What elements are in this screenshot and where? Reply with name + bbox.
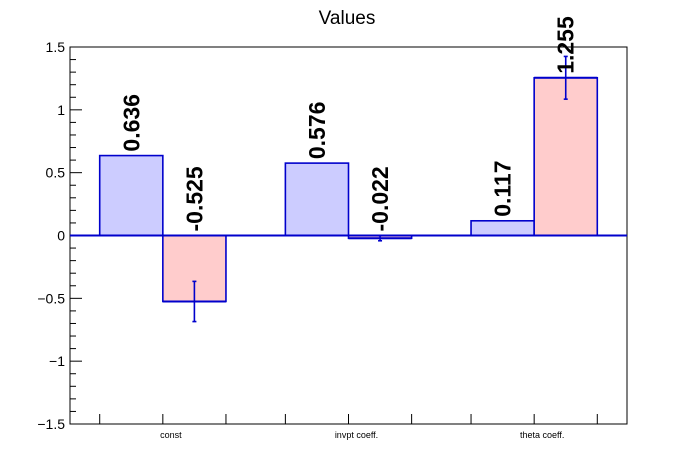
data-label: 0.576: [304, 102, 330, 160]
y-tick-label: 0.5: [46, 165, 66, 181]
y-tick-label: −0.5: [37, 290, 65, 306]
y-tick-label: −1: [49, 353, 65, 369]
data-label: -0.022: [367, 166, 393, 231]
data-label: 0.117: [490, 161, 516, 217]
data-label: 1.255: [553, 16, 579, 74]
x-category-label: invpt coeff.: [335, 430, 378, 440]
y-tick-label: 1.5: [46, 39, 66, 55]
data-label: 0.636: [118, 94, 144, 152]
bar: [533, 76, 599, 237]
bar: [470, 219, 535, 237]
bar: [98, 154, 164, 237]
plot-area: −1.5 −1 −0.5 0 0.5 1 1.5 const invpt coeff. theta…: [37, 16, 628, 440]
x-category-label: const: [160, 430, 182, 440]
bar: [284, 162, 350, 237]
data-label: -0.525: [181, 166, 207, 231]
y-tick-label: 0: [57, 228, 65, 244]
x-category-label: theta coeff.: [520, 430, 564, 440]
y-tick-label: −1.5: [37, 416, 65, 432]
chart-title: Values: [319, 8, 376, 29]
y-tick-label: 1: [57, 102, 65, 118]
